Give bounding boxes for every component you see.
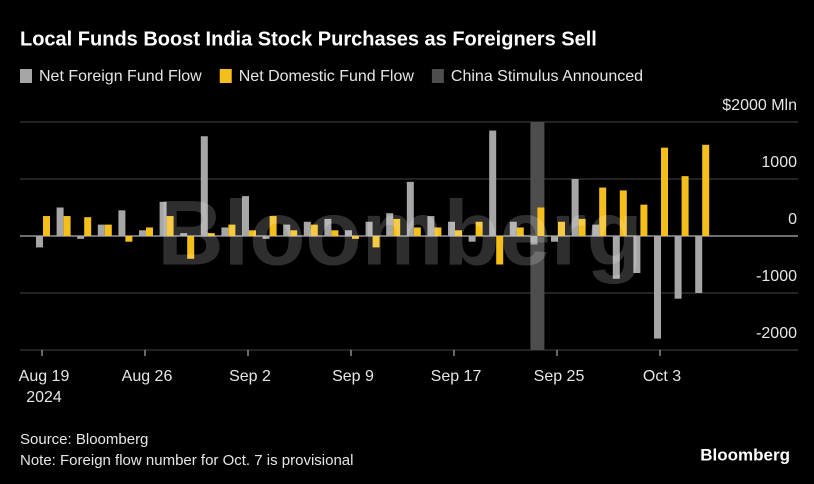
x-tick-label: Oct 3 bbox=[643, 368, 681, 385]
watermark: Bloomberg bbox=[157, 182, 643, 284]
y-tick-label: 1000 bbox=[761, 154, 797, 171]
bar bbox=[681, 176, 689, 236]
bar bbox=[228, 224, 236, 236]
y-tick-label: -1000 bbox=[756, 268, 797, 285]
bar bbox=[303, 221, 311, 236]
y-tick-label: $2000 Mln bbox=[722, 97, 797, 114]
bar bbox=[619, 190, 627, 236]
bar bbox=[331, 230, 339, 236]
bar bbox=[372, 236, 380, 248]
legend-label: Net Domestic Fund Flow bbox=[239, 68, 415, 85]
bar bbox=[386, 213, 394, 236]
bar bbox=[56, 207, 64, 236]
source: Source: Bloomberg bbox=[20, 431, 148, 448]
x-tick-label: Sep 25 bbox=[534, 368, 585, 385]
bar bbox=[448, 221, 455, 236]
bar bbox=[661, 147, 668, 236]
bar bbox=[77, 236, 85, 239]
legend-label: China Stimulus Announced bbox=[451, 68, 643, 85]
bar bbox=[166, 216, 174, 236]
bar bbox=[249, 230, 256, 236]
bar bbox=[290, 230, 298, 236]
bar bbox=[599, 187, 607, 236]
legend-swatch bbox=[431, 69, 444, 83]
bar bbox=[139, 230, 146, 236]
chart-title: Local Funds Boost India Stock Purchases … bbox=[20, 28, 597, 50]
bar bbox=[578, 218, 586, 236]
note: Note: Foreign flow number for Oct. 7 is … bbox=[20, 452, 353, 469]
legend-swatch bbox=[219, 69, 232, 83]
x-tick-label: Sep 17 bbox=[431, 368, 482, 385]
bar bbox=[262, 236, 270, 239]
bar bbox=[200, 136, 208, 236]
bar bbox=[180, 233, 188, 236]
bar bbox=[702, 144, 710, 236]
bar bbox=[146, 227, 153, 236]
bar bbox=[592, 224, 600, 236]
bar bbox=[551, 236, 558, 242]
x-tick-label: Sep 2 bbox=[229, 368, 271, 385]
bar bbox=[571, 179, 579, 236]
bar bbox=[125, 236, 133, 242]
x-tick-label: Aug 19 bbox=[19, 368, 70, 385]
bar bbox=[695, 236, 703, 293]
bar bbox=[352, 236, 359, 239]
bar bbox=[345, 230, 352, 236]
bar bbox=[434, 227, 442, 236]
bar bbox=[612, 236, 620, 279]
bar bbox=[242, 196, 249, 236]
bar bbox=[558, 221, 565, 236]
bar bbox=[516, 227, 524, 236]
bar bbox=[97, 224, 105, 236]
bar bbox=[496, 236, 504, 265]
bar bbox=[84, 217, 92, 236]
x-tick-label: Aug 26 bbox=[122, 368, 173, 385]
legend-label: Net Foreign Fund Flow bbox=[39, 68, 202, 85]
x-year-label: 2024 bbox=[26, 389, 62, 406]
bar bbox=[475, 221, 483, 236]
bar bbox=[406, 181, 414, 236]
bar bbox=[310, 224, 318, 236]
bar bbox=[283, 224, 291, 236]
y-tick-label: -2000 bbox=[756, 325, 797, 342]
bar bbox=[63, 216, 71, 236]
bar bbox=[43, 216, 50, 236]
bar bbox=[455, 230, 462, 236]
bar bbox=[489, 130, 497, 236]
bar bbox=[393, 218, 401, 236]
bar bbox=[633, 236, 641, 274]
bar bbox=[36, 236, 43, 248]
bar bbox=[509, 221, 517, 236]
bar bbox=[640, 204, 648, 236]
bar bbox=[207, 233, 215, 236]
bar bbox=[468, 236, 476, 242]
bar bbox=[159, 201, 167, 236]
y-tick-label: 0 bbox=[788, 211, 797, 228]
bar bbox=[187, 236, 195, 259]
bar bbox=[674, 236, 682, 299]
bar bbox=[269, 216, 277, 236]
bar bbox=[104, 224, 112, 236]
bar bbox=[530, 236, 538, 245]
bar bbox=[118, 210, 126, 236]
bar bbox=[654, 236, 661, 339]
bar bbox=[537, 207, 545, 236]
plot: -2000 -1000 0 1000 $2000 Mln Net Foreign Fund… bbox=[19, 68, 798, 406]
bar bbox=[427, 216, 435, 236]
bar bbox=[413, 227, 421, 236]
bar bbox=[365, 221, 373, 236]
logo: Bloomberg bbox=[700, 445, 790, 464]
bar bbox=[221, 227, 229, 236]
bar bbox=[324, 218, 332, 236]
legend-swatch bbox=[20, 69, 32, 83]
x-tick-label: Sep 9 bbox=[332, 368, 374, 385]
